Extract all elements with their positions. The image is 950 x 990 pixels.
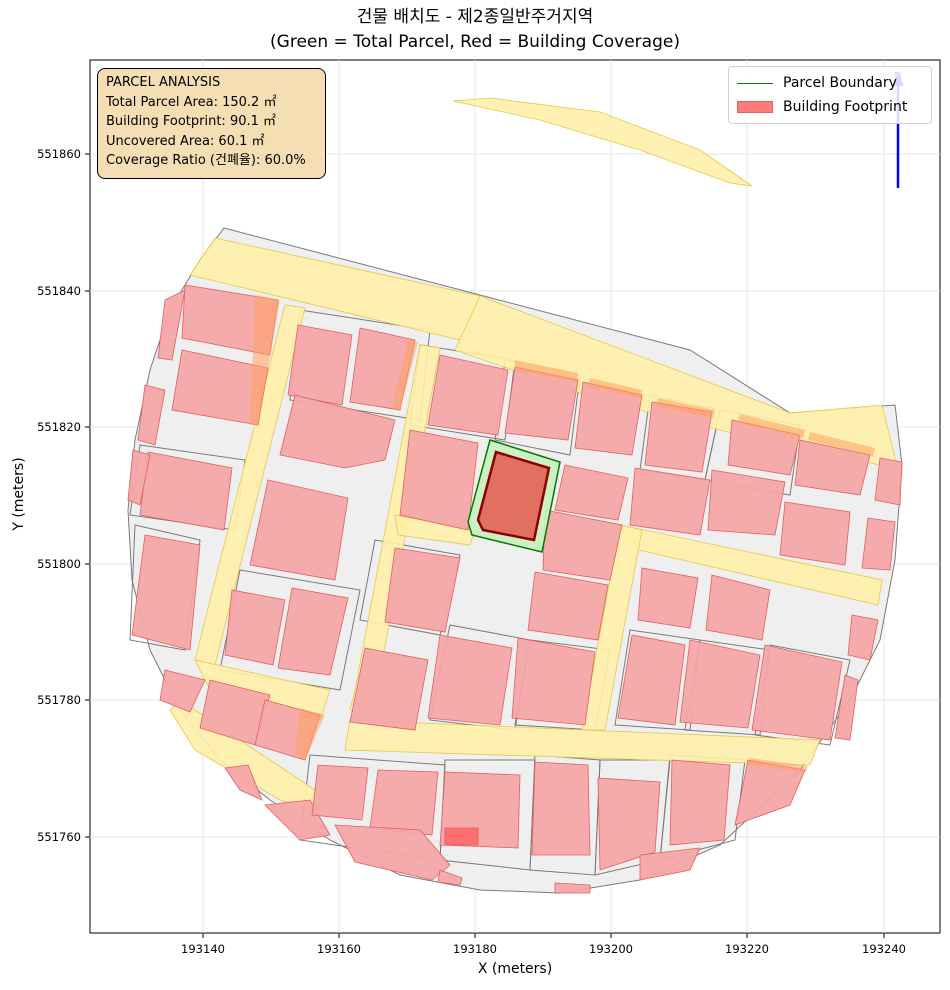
x-tick-marks	[202, 933, 885, 938]
building	[349, 647, 429, 731]
building	[224, 589, 286, 666]
x-tick-labels: 193140 193160 193180 193200 193220 19324…	[181, 942, 906, 956]
building	[444, 827, 479, 846]
building	[705, 574, 771, 641]
legend-line-swatch	[737, 82, 773, 84]
building	[127, 449, 151, 506]
building	[131, 534, 201, 651]
building	[427, 354, 509, 436]
building	[224, 764, 263, 801]
building	[542, 509, 623, 581]
building	[277, 587, 349, 676]
building	[554, 464, 629, 521]
building	[527, 571, 609, 641]
legend-item-building: Building Footprint	[737, 96, 907, 118]
target-building-footprint	[476, 450, 551, 542]
neighbor-buildings	[127, 284, 903, 894]
building	[437, 869, 463, 886]
legend-label-building: Building Footprint	[783, 99, 908, 115]
x-tick-label: 193140	[181, 942, 225, 956]
building	[311, 764, 369, 821]
info-total-area: Total Parcel Area: 150.2 ㎡	[106, 94, 277, 110]
y-tick-label: 551820	[37, 420, 81, 434]
lot-outline	[129, 524, 201, 651]
building	[159, 669, 206, 713]
y-axis-label: Y (meters)	[11, 457, 27, 531]
map-title: 건물 배치도 - 제2종일반주거지역	[356, 7, 594, 27]
x-axis-label: X (meters)	[477, 961, 553, 977]
building	[847, 614, 879, 661]
building	[369, 769, 439, 836]
legend-patch-swatch	[737, 101, 773, 113]
y-tick-labels: 551860 551840 551820 551800 551780 55176…	[37, 147, 81, 844]
building	[137, 384, 166, 446]
building	[384, 547, 461, 633]
legend-label-parcel: Parcel Boundary	[783, 75, 897, 91]
y-tick-label: 551780	[37, 693, 81, 707]
building	[427, 634, 513, 726]
building	[157, 289, 186, 361]
x-tick-label: 193160	[317, 942, 361, 956]
building	[707, 469, 786, 536]
info-uncovered: Uncovered Area: 60.1 ㎡	[106, 133, 265, 149]
building	[779, 501, 851, 566]
building	[669, 759, 731, 846]
building	[279, 394, 396, 469]
building	[629, 467, 711, 536]
building	[794, 439, 871, 496]
y-tick-label: 551800	[37, 557, 81, 571]
road-east-vertical	[581, 524, 643, 731]
parcel-analysis-box: PARCEL ANALYSIS Total Parcel Area: 150.2…	[97, 68, 326, 179]
x-tick-label: 193200	[589, 942, 633, 956]
y-tick-marks	[85, 153, 90, 838]
overlap-highlights	[250, 295, 875, 772]
building	[597, 777, 661, 871]
y-tick-label: 551760	[37, 830, 81, 844]
building	[617, 634, 686, 726]
building	[511, 637, 596, 726]
building	[751, 644, 843, 741]
building	[834, 674, 859, 741]
legend: Parcel Boundary Building Footprint	[728, 66, 932, 124]
y-tick-label: 551860	[37, 147, 81, 161]
building	[637, 567, 699, 629]
building	[531, 761, 591, 856]
legend-item-parcel: Parcel Boundary	[737, 72, 897, 94]
building	[399, 429, 479, 531]
road-south-horizontal	[344, 719, 821, 766]
building	[287, 324, 353, 406]
info-heading: PARCEL ANALYSIS	[106, 75, 221, 90]
map-subtitle: (Green = Total Parcel, Red = Building Co…	[270, 32, 680, 52]
x-tick-label: 193240	[862, 942, 906, 956]
building	[679, 639, 761, 729]
info-footprint: Building Footprint: 90.1 ㎡	[106, 114, 277, 129]
x-tick-label: 193180	[453, 942, 497, 956]
building	[874, 457, 903, 506]
building	[861, 517, 896, 571]
info-coverage: Coverage Ratio (건폐율): 60.0%	[106, 153, 306, 168]
building	[554, 882, 591, 894]
road-north-strip	[452, 97, 753, 187]
building	[139, 451, 233, 531]
building	[249, 479, 349, 581]
y-tick-label: 551840	[37, 284, 81, 298]
x-tick-label: 193220	[725, 942, 769, 956]
building	[639, 847, 701, 881]
